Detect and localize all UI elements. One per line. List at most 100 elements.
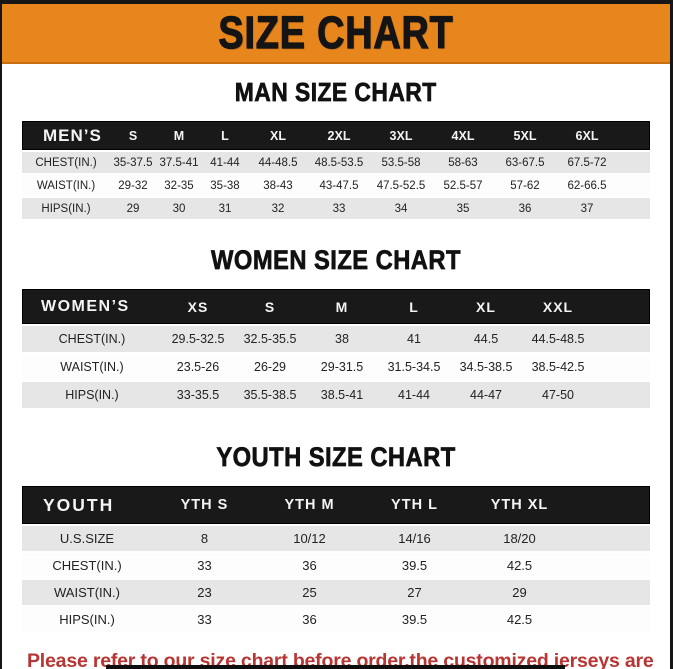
men-size-table: MEN’S S M L XL 2XL 3XL 4XL 5XL 6XL CHEST… <box>22 119 650 221</box>
banner: SIZE CHART <box>2 4 670 64</box>
table-row: WAIST(IN.) 23 25 27 29 <box>22 580 650 605</box>
women-section-title: WOMEN SIZE CHART <box>211 245 461 276</box>
men-section-title: MAN SIZE CHART <box>235 77 437 108</box>
size-value: 38.5-41 <box>306 382 378 408</box>
column-header: YTH S <box>152 486 257 524</box>
spacer-cell <box>618 152 650 173</box>
size-value: 44.5 <box>450 326 522 352</box>
row-label: CHEST(IN.) <box>22 326 162 352</box>
size-value: 35.5-38.5 <box>234 382 306 408</box>
column-header: M <box>306 289 378 324</box>
size-value: 29-31.5 <box>306 354 378 380</box>
size-value: 42.5 <box>467 607 572 632</box>
men-header-row: MEN’S S M L XL 2XL 3XL 4XL 5XL 6XL <box>22 121 650 150</box>
column-header: XS <box>162 289 234 324</box>
size-value: 31 <box>202 198 248 219</box>
row-label: HIPS(IN.) <box>22 198 110 219</box>
spacer-cell <box>594 354 650 380</box>
row-label: HIPS(IN.) <box>22 382 162 408</box>
column-header: L <box>378 289 450 324</box>
size-value: 33 <box>308 198 370 219</box>
page-title: SIZE CHART <box>218 6 454 58</box>
size-value: 48.5-53.5 <box>308 152 370 173</box>
size-value: 39.5 <box>362 607 467 632</box>
size-value: 34 <box>370 198 432 219</box>
size-value: 18/20 <box>467 526 572 551</box>
size-value: 33-35.5 <box>162 382 234 408</box>
table-row: CHEST(IN.) 29.5-32.5 32.5-35.5 38 41 44.… <box>22 326 650 352</box>
row-label: CHEST(IN.) <box>22 152 110 173</box>
size-value: 25 <box>257 580 362 605</box>
table-row: WAIST(IN.) 29-32 32-35 35-38 38-43 43-47… <box>22 175 650 196</box>
size-value: 10/12 <box>257 526 362 551</box>
column-header: 4XL <box>432 121 494 150</box>
youth-header-row: YOUTH YTH S YTH M YTH L YTH XL <box>22 486 650 524</box>
size-value: 34.5-38.5 <box>450 354 522 380</box>
women-table-label: WOMEN’S <box>22 289 162 324</box>
size-value: 43-47.5 <box>308 175 370 196</box>
size-value: 36 <box>494 198 556 219</box>
column-header: 3XL <box>370 121 432 150</box>
order-notice-line1: Please refer to our size chart before or… <box>27 650 654 669</box>
column-header: L <box>202 121 248 150</box>
column-header: YTH L <box>362 486 467 524</box>
column-header: XL <box>450 289 522 324</box>
spacer-cell <box>618 198 650 219</box>
size-value: 29-32 <box>110 175 156 196</box>
size-value: 52.5-57 <box>432 175 494 196</box>
column-header: XL <box>248 121 308 150</box>
size-value: 47-50 <box>522 382 594 408</box>
size-value: 58-63 <box>432 152 494 173</box>
table-row: HIPS(IN.) 33-35.5 35.5-38.5 38.5-41 41-4… <box>22 382 650 408</box>
size-value: 67.5-72 <box>556 152 618 173</box>
size-value: 32.5-35.5 <box>234 326 306 352</box>
column-header: M <box>156 121 202 150</box>
size-value: 63-67.5 <box>494 152 556 173</box>
size-value: 23 <box>152 580 257 605</box>
size-value: 44-47 <box>450 382 522 408</box>
size-value: 36 <box>257 553 362 578</box>
size-value: 38 <box>306 326 378 352</box>
spacer-cell <box>618 175 650 196</box>
spacer-cell <box>594 326 650 352</box>
column-header: 5XL <box>494 121 556 150</box>
spacer-cell <box>572 486 650 524</box>
table-row: HIPS(IN.) 29 30 31 32 33 34 35 36 37 <box>22 198 650 219</box>
size-value: 44-48.5 <box>248 152 308 173</box>
column-header: YTH XL <box>467 486 572 524</box>
women-header-row: WOMEN’S XS S M L XL XXL <box>22 289 650 324</box>
row-label: HIPS(IN.) <box>22 607 152 632</box>
column-header: S <box>110 121 156 150</box>
women-size-table: WOMEN’S XS S M L XL XXL CHEST(IN.) 29.5-… <box>22 287 650 410</box>
row-label: WAIST(IN.) <box>22 175 110 196</box>
column-header: S <box>234 289 306 324</box>
row-label: U.S.SIZE <box>22 526 152 551</box>
table-row: CHEST(IN.) 33 36 39.5 42.5 <box>22 553 650 578</box>
column-header: 2XL <box>308 121 370 150</box>
size-value: 33 <box>152 607 257 632</box>
table-row: WAIST(IN.) 23.5-26 26-29 29-31.5 31.5-34… <box>22 354 650 380</box>
size-value: 31.5-34.5 <box>378 354 450 380</box>
size-value: 41-44 <box>378 382 450 408</box>
size-value: 26-29 <box>234 354 306 380</box>
size-value: 29 <box>467 580 572 605</box>
size-value: 14/16 <box>362 526 467 551</box>
spacer-cell <box>618 121 650 150</box>
column-header: XXL <box>522 289 594 324</box>
spacer-cell <box>572 526 650 551</box>
size-value: 8 <box>152 526 257 551</box>
youth-size-table: YOUTH YTH S YTH M YTH L YTH XL U.S.SIZE … <box>22 484 650 634</box>
size-value: 47.5-52.5 <box>370 175 432 196</box>
size-value: 38-43 <box>248 175 308 196</box>
size-value: 37.5-41 <box>156 152 202 173</box>
men-table-label: MEN’S <box>22 121 110 150</box>
youth-section-title: YOUTH SIZE CHART <box>216 442 456 473</box>
row-label: WAIST(IN.) <box>22 580 152 605</box>
size-value: 41-44 <box>202 152 248 173</box>
size-value: 39.5 <box>362 553 467 578</box>
size-value: 38.5-42.5 <box>522 354 594 380</box>
row-label: CHEST(IN.) <box>22 553 152 578</box>
spacer-cell <box>572 580 650 605</box>
spacer-cell <box>572 607 650 632</box>
